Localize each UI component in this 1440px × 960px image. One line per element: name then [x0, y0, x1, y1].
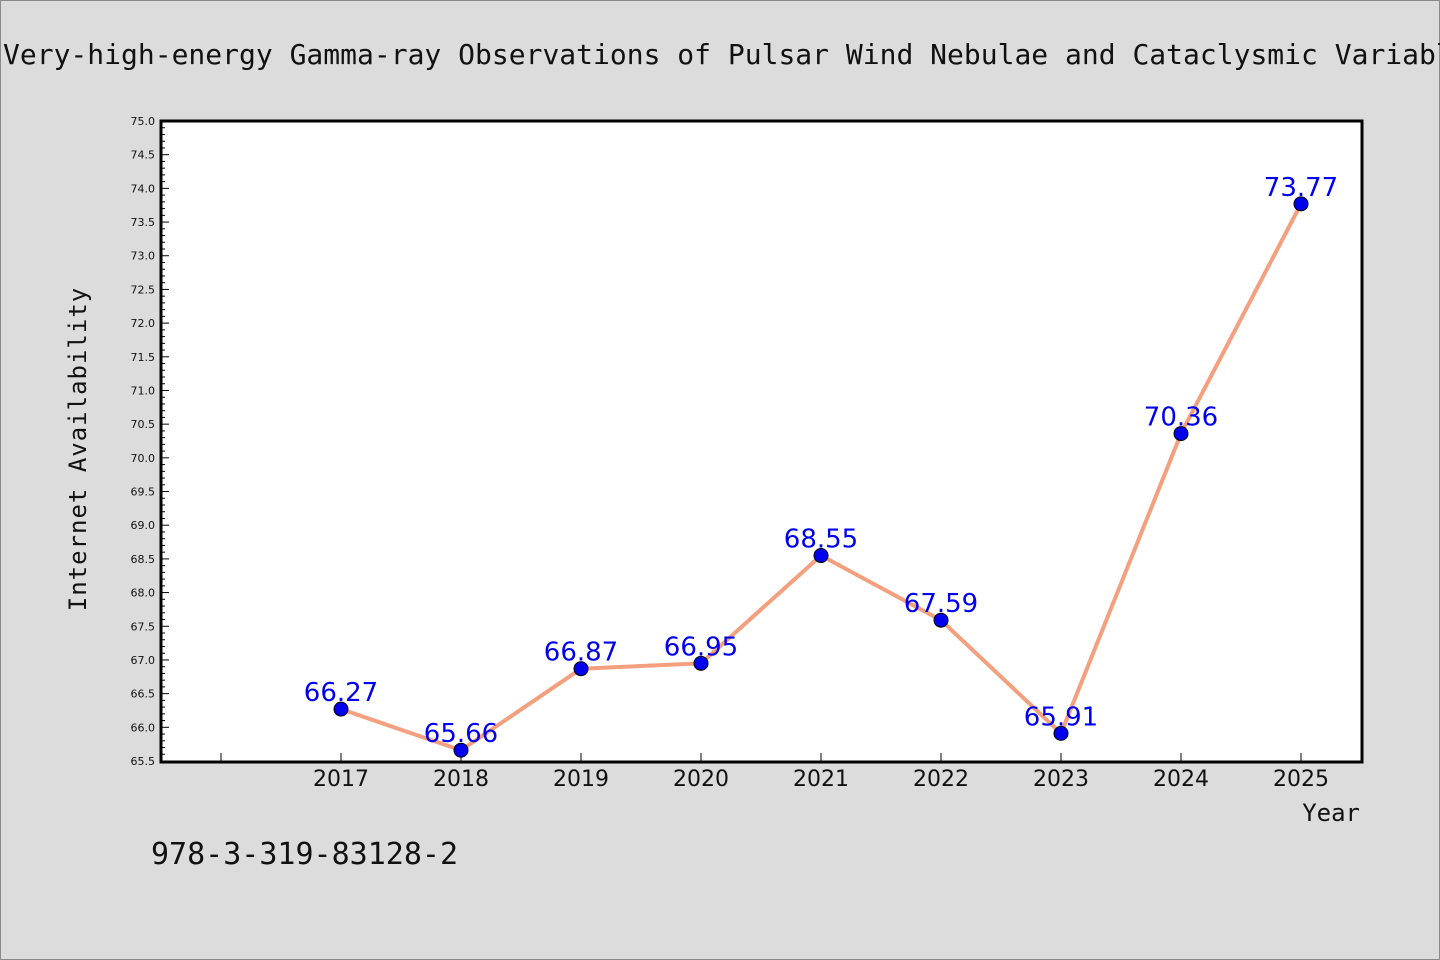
y-tick-label: 75.0	[131, 115, 156, 128]
data-labels: 66.27 65.66 66.87 66.95 68.55 67.59 65.91 70.36…	[304, 173, 1338, 749]
data-label-2025: 73.77	[1264, 173, 1338, 203]
y-tick-label: 66.5	[131, 688, 156, 701]
y-tick-label: 69.5	[131, 486, 156, 499]
data-point-2025	[1293, 196, 1309, 212]
data-point-2024	[1173, 426, 1189, 442]
x-tick-label: 2025	[1273, 767, 1329, 792]
data-label-2019: 66.87	[544, 638, 618, 668]
y-tick-label: 71.5	[131, 351, 156, 364]
y-tick-label: 74.0	[131, 182, 156, 195]
data-label-2023: 65.91	[1024, 702, 1098, 732]
data-point-2021	[813, 548, 829, 564]
data-label-2021: 68.55	[784, 525, 858, 555]
y-tick-label: 70.0	[131, 452, 156, 465]
data-point-2020	[693, 655, 709, 671]
x-tick-label: 2017	[313, 767, 369, 792]
data-point-2017	[333, 701, 349, 717]
x-tick-label: 2021	[793, 767, 849, 792]
y-tick-label: 71.0	[131, 384, 156, 397]
data-label-2024: 70.36	[1144, 403, 1218, 433]
x-tick-label: 2019	[553, 767, 609, 792]
y-tick-label: 70.5	[131, 418, 156, 431]
y-tick-label: 72.0	[131, 317, 156, 330]
data-point-2023	[1053, 725, 1069, 741]
y-tick-label: 69.0	[131, 519, 156, 532]
x-tick-label: 2023	[1033, 767, 1089, 792]
y-tick-label: 67.5	[131, 620, 156, 633]
x-axis-label: Year	[1302, 799, 1360, 827]
y-tick-label: 67.0	[131, 654, 156, 667]
y-tick-label: 68.0	[131, 587, 156, 600]
data-label-2022: 67.59	[904, 589, 978, 619]
plot-frame	[159, 119, 1364, 764]
data-point-2019	[573, 661, 589, 677]
data-label-2017: 66.27	[304, 678, 378, 708]
y-tick-label: 66.0	[131, 721, 156, 734]
y-tick-label: 72.5	[131, 283, 156, 296]
y-tick-label: 73.5	[131, 216, 156, 229]
x-tick-label: 2018	[433, 767, 489, 792]
y-tick-label: 73.0	[131, 250, 156, 263]
x-tick-label: 2022	[913, 767, 969, 792]
chart-title: Very-high-energy Gamma-ray Observations …	[3, 38, 1440, 71]
data-point-2018	[453, 742, 469, 758]
data-label-2020: 66.95	[664, 632, 738, 662]
y-tick-label: 74.5	[131, 149, 156, 162]
data-markers	[333, 196, 1309, 758]
isbn-text: 978-3-319-83128-2	[151, 837, 459, 872]
x-tick-label: 2024	[1153, 767, 1209, 792]
data-point-2022	[933, 612, 949, 628]
y-tick-label: 65.5	[131, 755, 156, 768]
data-label-2018: 65.66	[424, 719, 498, 749]
plot-area	[161, 121, 1362, 762]
x-tick-label: 2020	[673, 767, 729, 792]
y-tick-label: 68.5	[131, 553, 156, 566]
y-axis-label: Internet Availability	[64, 287, 92, 611]
